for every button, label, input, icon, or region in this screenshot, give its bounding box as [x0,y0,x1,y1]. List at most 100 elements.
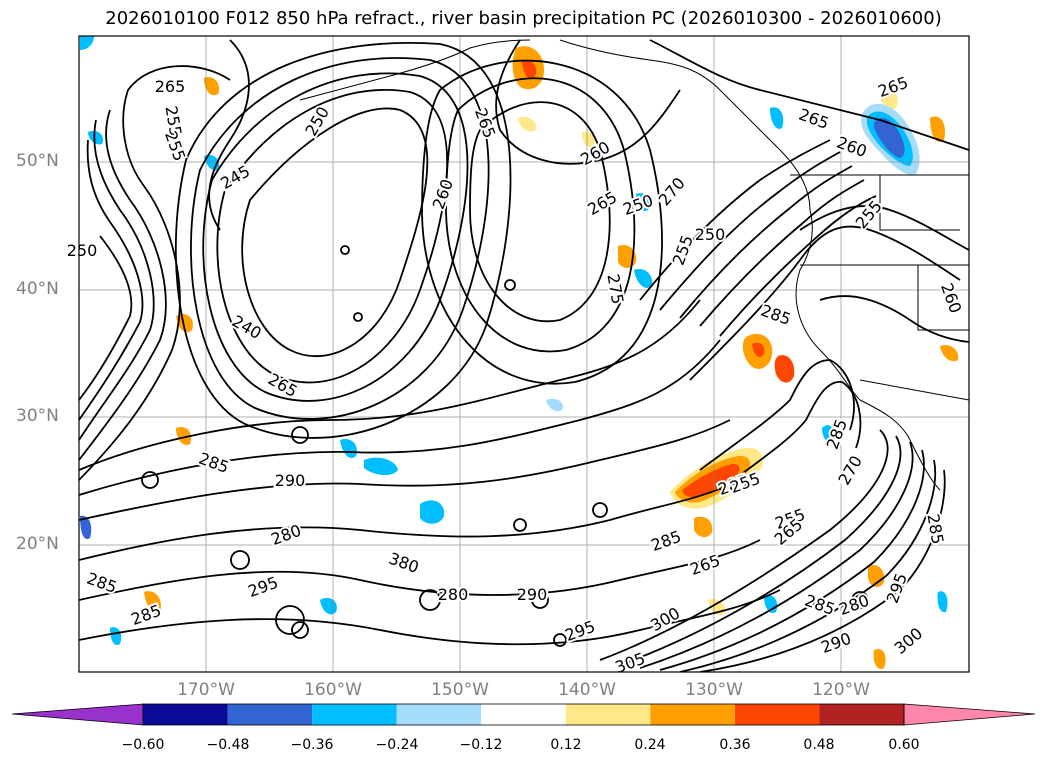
contour-line [445,77,636,353]
lat-label-20n: 20°N [16,534,59,554]
contour-label: 285 [649,527,684,555]
colorbar-box [312,704,397,725]
contour-loop [141,471,159,489]
contour-line [679,165,853,319]
contour-line [241,107,429,358]
colorbar-box [481,704,566,725]
contour-label: 260 [834,133,869,161]
contour-line [819,295,969,343]
contour-line [469,101,611,323]
contour-label: 280 [837,591,872,619]
contour-line [679,459,937,672]
contour-label: 265 [471,106,499,141]
contour-label: 265 [688,551,723,579]
contour-line [174,42,512,439]
contour-label: 260 [577,137,613,169]
contour-label: 290 [819,629,854,657]
contour-label: 250 [67,241,98,260]
colorbar-under-arrow [11,703,144,726]
contour-loop [513,518,527,532]
contour-label: 285 [823,417,851,452]
contour-loop [531,591,549,609]
contour-label: 260 [937,281,965,316]
map-title: 2026010100 F012 850 hPa refract., river … [105,8,942,29]
neg-patch [80,515,92,540]
contour-line [689,225,961,381]
contour-line [719,381,862,491]
contour-label: 250 [301,103,333,139]
contour-line [79,419,731,521]
lat-label-40n: 40°N [16,279,59,299]
border [917,265,969,331]
contour-line [79,589,781,646]
pos-patch [880,90,898,110]
contour-line [599,429,889,661]
pos-patch [694,516,713,538]
border [859,379,969,401]
contour-loop [419,589,441,611]
pos-patch [868,564,885,587]
contour-line [699,469,946,672]
contour-line [799,205,969,251]
pos-patch [930,116,946,142]
contour-line [79,299,701,471]
pos-patch [582,131,596,148]
colorbar-box [565,704,651,725]
colorbar-tick: 0.48 [803,737,835,753]
contour-label: 285 [923,512,947,545]
coastlines [299,39,969,491]
contour-label: 280 [438,585,469,604]
pos-patch [204,77,220,96]
neg-patch [340,438,357,459]
neg-patch [937,591,948,613]
pos-patch [522,60,537,79]
contour-line [208,39,250,231]
colorbar-tick: 0.24 [634,737,666,753]
contour-label: 250 [621,191,656,219]
contour-line [659,151,841,311]
contour-line [649,39,969,151]
contour-loop [353,312,363,322]
contour-loop [291,426,309,444]
colorbar-box [650,704,735,725]
us-coast [859,399,941,491]
refractivity-contours [79,39,969,672]
neg-patch [88,130,104,145]
pos-patch [774,355,795,383]
contour-label: 285 [758,301,793,329]
colorbar-tick: −0.48 [206,737,250,753]
contour-line [699,359,855,471]
contour-label: 265 [155,77,186,96]
colorbar-tick: −0.60 [121,737,165,753]
contour-line [699,179,865,327]
colorbar [11,703,1036,726]
contour-line [79,139,144,421]
neg-patch [822,425,836,444]
contour-line [421,59,663,385]
pos-patch [682,463,740,498]
colorbar-box [734,704,820,725]
lon-label-120w: 120°W [812,680,870,700]
contour-line [659,449,925,671]
contour-label: 285 [129,601,164,629]
contour-line [719,195,877,337]
contour-label: 250 [695,225,726,244]
contour-label: 290 [517,585,548,604]
contour-label: 295 [563,617,598,645]
contour-line [79,539,761,601]
neg-patch [364,457,398,476]
neg-patch [770,107,784,129]
contour-line [79,109,167,461]
lat-label-30n: 30°N [16,406,59,426]
neg-patch [546,398,563,412]
contour-line [639,441,914,669]
neg-patch [873,117,905,158]
contour-label: 380 [386,549,421,577]
contour-label: 265 [265,369,301,401]
contour-line [619,435,902,666]
neg-patch [320,597,337,615]
pos-patch [176,313,193,333]
contour-line [79,235,133,401]
colorbar-tick: 0.36 [719,737,751,753]
